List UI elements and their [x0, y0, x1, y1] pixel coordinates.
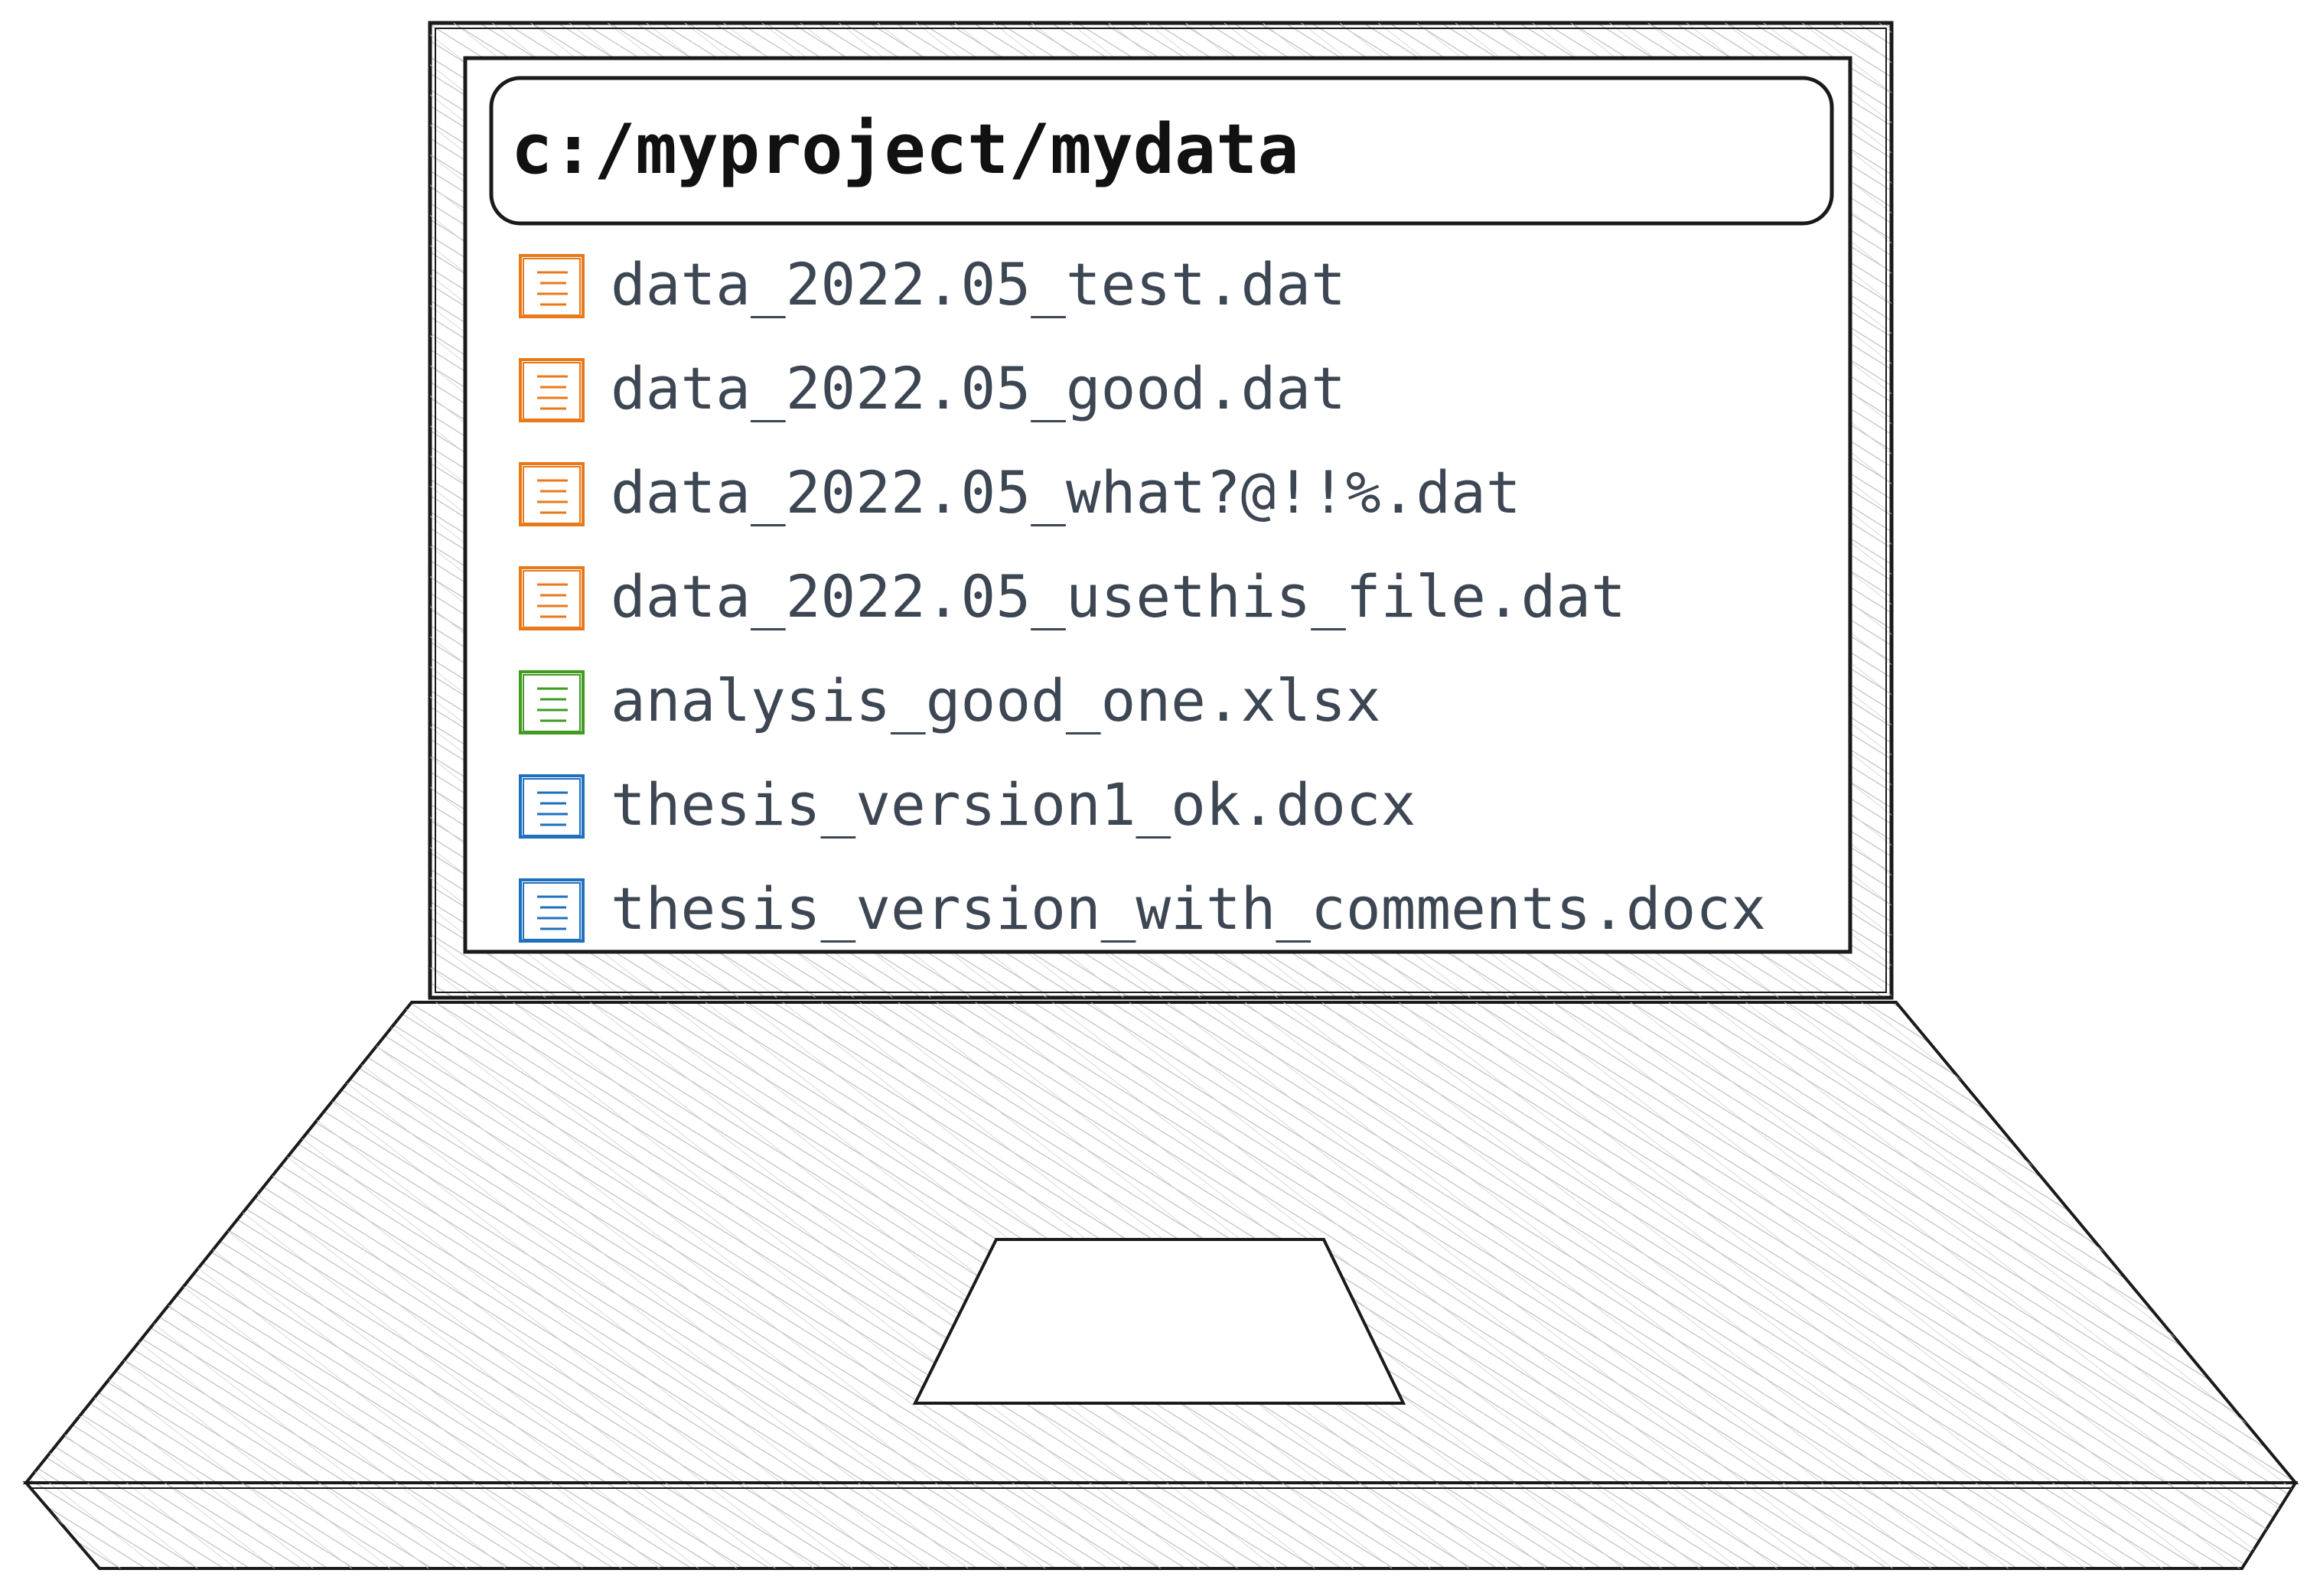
file-name: data_2022.05_test.dat [611, 250, 1346, 318]
address-bar[interactable]: c:/myproject/mydata [489, 76, 1834, 226]
file-row[interactable]: data_2022.05_good.dat [519, 354, 1346, 422]
document-file-icon [519, 878, 585, 943]
file-name: thesis_version_with_comments.docx [611, 875, 1766, 943]
file-name: analysis_good_one.xlsx [611, 666, 1381, 734]
address-bar-path: c:/myproject/mydata [511, 109, 1299, 190]
laptop-base [22, 1001, 2299, 1570]
trackpad[interactable] [912, 1238, 1406, 1405]
dat-file-icon [519, 462, 585, 526]
file-name: thesis_version1_ok.docx [611, 770, 1416, 839]
file-row[interactable]: data_2022.05_test.dat [519, 250, 1346, 318]
file-row[interactable]: data_2022.05_usethis_file.dat [519, 562, 1626, 630]
file-row[interactable]: thesis_version1_ok.docx [519, 770, 1416, 839]
file-name: data_2022.05_what?@!!%.dat [611, 458, 1521, 526]
document-file-icon [519, 774, 585, 839]
file-row[interactable]: analysis_good_one.xlsx [519, 666, 1381, 734]
dat-file-icon [519, 254, 585, 318]
dat-file-icon [519, 358, 585, 422]
file-name: data_2022.05_good.dat [611, 354, 1346, 422]
dat-file-icon [519, 566, 585, 630]
file-list: data_2022.05_test.dat data_2022.05_good.d… [519, 250, 1766, 943]
file-row[interactable]: thesis_version_with_comments.docx [519, 875, 1766, 943]
file-row[interactable]: data_2022.05_what?@!!%.dat [519, 458, 1521, 526]
spreadsheet-file-icon [519, 670, 585, 734]
file-name: data_2022.05_usethis_file.dat [611, 562, 1626, 630]
